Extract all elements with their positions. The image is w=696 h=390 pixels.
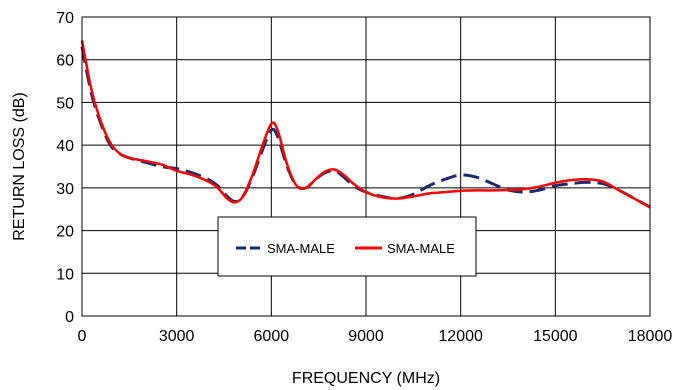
y-tick-label: 20	[56, 224, 74, 241]
x-tick-label: 18000	[628, 328, 673, 345]
x-tick-label: 3000	[159, 328, 195, 345]
y-tick-label: 30	[56, 181, 74, 198]
y-tick-label: 0	[65, 309, 74, 326]
legend: SMA-MALE SMA-MALE	[217, 216, 477, 277]
grid	[81, 16, 651, 317]
legend-label-series-2: SMA-MALE	[387, 241, 455, 256]
x-tick-label: 9000	[348, 328, 384, 345]
y-tick-label: 60	[56, 53, 74, 70]
series-line-2	[80, 40, 651, 209]
series-lines	[80, 40, 651, 209]
x-tick-label: 15000	[533, 328, 578, 345]
x-tick-label: 0	[78, 328, 87, 345]
x-tick-label: 6000	[254, 328, 290, 345]
y-tick-label: 50	[56, 95, 74, 112]
y-tick-label: 40	[56, 138, 74, 155]
x-tick-labels: 0 3000 6000 9000 12000 15000 18000	[78, 328, 673, 345]
legend-box	[217, 216, 477, 277]
y-tick-label: 70	[56, 10, 74, 27]
x-axis-title: FREQUENCY (MHz)	[292, 370, 440, 387]
y-axis-title: RETURN LOSS (dB)	[11, 92, 28, 240]
plot-frame	[81, 16, 651, 317]
x-tick-label: 12000	[438, 328, 483, 345]
legend-label-series-1: SMA-MALE	[267, 241, 335, 256]
y-tick-labels: 0 10 20 30 40 50 60 70	[56, 10, 74, 326]
y-tick-label: 10	[56, 266, 74, 283]
